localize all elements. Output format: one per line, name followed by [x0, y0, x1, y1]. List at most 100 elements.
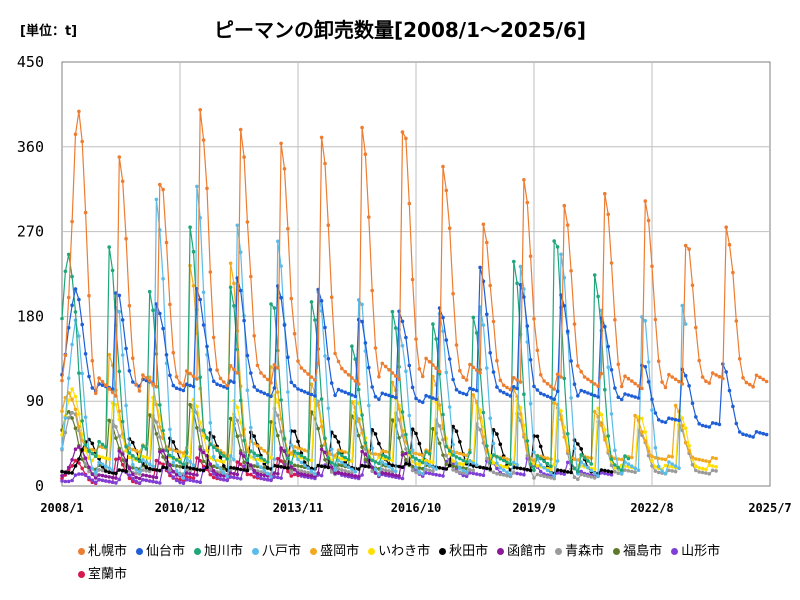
data-point [741, 376, 745, 380]
data-point [424, 467, 428, 472]
data-point [609, 470, 614, 474]
data-point [603, 468, 607, 473]
data-point [552, 462, 556, 467]
data-point [670, 455, 674, 459]
data-point [222, 385, 226, 389]
data-point [104, 479, 108, 483]
data-point [137, 470, 142, 474]
data-point [195, 426, 199, 430]
data-point [272, 306, 277, 310]
data-point [697, 466, 701, 470]
data-point [579, 472, 583, 477]
data-point [228, 261, 233, 266]
data-point [154, 475, 159, 480]
data-point [164, 240, 169, 245]
data-point [350, 393, 354, 397]
data-point [387, 464, 391, 469]
data-point [326, 465, 331, 470]
data-point [478, 465, 482, 470]
data-point [222, 464, 226, 468]
data-point [356, 401, 361, 406]
data-point [296, 387, 300, 391]
data-point [579, 453, 583, 457]
data-point [710, 468, 715, 473]
data-point [572, 446, 577, 451]
data-point [383, 471, 388, 476]
data-point [218, 467, 223, 471]
data-point [404, 136, 408, 141]
data-point [350, 467, 354, 472]
data-point [522, 467, 526, 471]
data-point [154, 402, 159, 407]
data-point [60, 474, 64, 478]
data-point [249, 425, 253, 430]
legend-marker [439, 548, 447, 555]
data-point [144, 465, 149, 470]
legend-marker [194, 548, 202, 555]
data-point [481, 466, 486, 470]
data-point [512, 460, 516, 465]
data-point [623, 374, 627, 379]
data-point [603, 191, 607, 196]
data-point [491, 370, 496, 374]
data-point [643, 439, 648, 443]
data-point [319, 444, 324, 448]
data-point [174, 464, 179, 468]
data-point [437, 441, 442, 446]
data-point [60, 446, 64, 451]
data-point [97, 376, 101, 380]
data-point [201, 428, 206, 433]
data-point [562, 376, 567, 381]
data-point [444, 370, 449, 375]
x-tick-label: 2016/10 [391, 501, 442, 515]
data-point [222, 477, 226, 482]
data-point [559, 468, 563, 473]
data-point [83, 456, 88, 461]
data-point [319, 397, 324, 401]
data-point [522, 472, 526, 477]
data-point [383, 462, 388, 467]
data-point [279, 398, 283, 402]
data-point [343, 390, 348, 395]
data-point [255, 363, 260, 368]
data-point [100, 445, 105, 450]
data-point [205, 344, 209, 349]
data-point [319, 473, 324, 478]
data-point [77, 412, 81, 416]
data-point [100, 473, 105, 478]
data-point [134, 479, 138, 484]
data-point [400, 429, 405, 433]
data-point [606, 449, 610, 454]
data-point [697, 457, 701, 462]
data-point [73, 394, 78, 399]
data-point [114, 402, 118, 407]
data-point [265, 466, 270, 470]
unit-label: [単位：t] [20, 24, 78, 39]
data-point [427, 395, 432, 399]
data-point [444, 338, 449, 342]
data-point [77, 334, 81, 338]
data-point [276, 464, 280, 469]
data-point [454, 450, 459, 455]
data-point [535, 434, 540, 439]
data-point [171, 460, 176, 465]
data-point [586, 474, 590, 478]
data-point [653, 469, 658, 473]
data-point [663, 420, 668, 425]
data-point [83, 415, 88, 420]
data-point [77, 371, 81, 375]
data-point [353, 394, 358, 399]
data-point [464, 392, 469, 397]
data-point [198, 468, 202, 472]
data-point [225, 457, 229, 461]
data-point [279, 295, 283, 300]
data-point [727, 388, 732, 393]
data-point [292, 429, 297, 434]
data-point [552, 401, 556, 405]
data-point [120, 419, 125, 424]
data-point [225, 478, 229, 483]
data-point [461, 375, 466, 380]
data-point [373, 452, 378, 456]
data-point [458, 390, 462, 395]
data-point [559, 375, 563, 379]
